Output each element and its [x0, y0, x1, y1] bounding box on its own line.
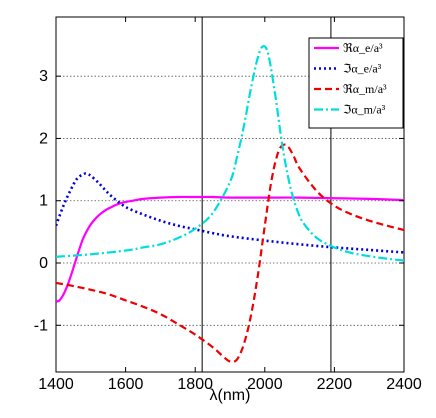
- x-tick-label: 1600: [108, 376, 144, 393]
- legend-label: ℜα_e/a³: [343, 41, 383, 55]
- y-tick-label: 3: [39, 68, 48, 85]
- legend: ℜα_e/a³ ℑα_e/a³ ℜα_m/a³ ℑα_m/a³: [308, 37, 404, 129]
- legend-label: ℑα_e/a³: [343, 62, 382, 76]
- x-tick-label: 2000: [247, 376, 283, 393]
- x-tick-label: 2200: [317, 376, 353, 393]
- x-tick-label: 1800: [177, 376, 213, 393]
- series-line-3: [56, 143, 404, 363]
- x-axis-label: λ(nm): [210, 387, 251, 404]
- series-line-1: [56, 195, 404, 303]
- series-line-2: [56, 172, 404, 254]
- legend-label: ℜα_m/a³: [343, 82, 387, 96]
- series-line-4: [56, 45, 404, 262]
- y-ticks: -1 0 1 2 3: [34, 68, 404, 334]
- legend-label: ℑα_m/a³: [343, 103, 386, 117]
- legend-box: [308, 37, 404, 129]
- y-tick-label: 0: [39, 255, 48, 272]
- y-tick-label: 2: [39, 130, 48, 147]
- x-tick-label: 2400: [386, 376, 422, 393]
- y-tick-label: 1: [39, 193, 48, 210]
- x-tick-label: 1400: [38, 376, 74, 393]
- y-tick-label: -1: [34, 317, 48, 334]
- series-lines: [56, 45, 404, 363]
- x-ticks: 1400 1600 1800 2000 2200 2400: [38, 17, 422, 393]
